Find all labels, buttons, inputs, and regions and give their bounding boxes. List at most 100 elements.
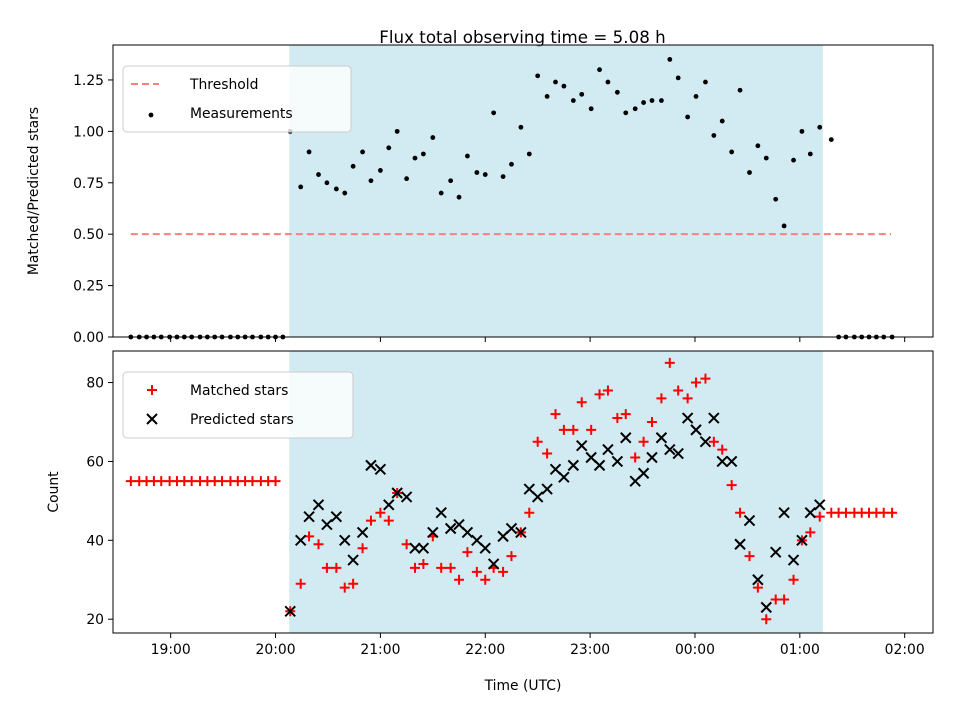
measurement-point <box>491 110 497 116</box>
measurement-point <box>817 124 823 130</box>
x-tick-label: 19:00 <box>151 642 191 658</box>
matched-star-point <box>638 436 649 447</box>
predicted-star-point <box>487 558 500 570</box>
measurement-point <box>791 157 796 163</box>
predicted-star-point <box>567 459 580 472</box>
measurement-point <box>799 128 805 134</box>
matched-star-point <box>471 566 482 577</box>
measurement-point <box>843 334 849 340</box>
matched-star-point <box>454 574 465 585</box>
matched-star-point <box>418 558 429 569</box>
measurement-point <box>675 75 681 81</box>
measurement-point <box>212 334 218 340</box>
measurement-point <box>807 151 813 157</box>
predicted-star-point <box>356 526 369 539</box>
measurement-point <box>623 110 629 116</box>
matched-star-point <box>532 436 543 447</box>
legend-label: Matched stars <box>190 383 288 399</box>
predicted-star-point <box>365 459 377 472</box>
measurement-point <box>881 334 887 340</box>
measurement-point <box>174 334 180 340</box>
legend-label: Measurements <box>190 106 293 122</box>
y-tick-label: 0.00 <box>73 330 104 346</box>
matched-star-point <box>887 507 898 518</box>
matched-star-point <box>445 562 456 573</box>
measurement-point <box>404 176 410 182</box>
matched-star-point <box>217 476 228 487</box>
legend-swatch <box>147 385 157 395</box>
measurement-point <box>235 334 241 340</box>
legend-box <box>122 371 354 439</box>
measurement-point <box>167 334 173 340</box>
measurement-point <box>242 334 248 340</box>
measurement-point <box>889 334 895 340</box>
predicted-star-point <box>339 534 351 547</box>
measurement-point <box>755 143 761 149</box>
predicted-star-point <box>284 605 296 618</box>
measurement-point <box>465 153 470 159</box>
matched-star-point <box>409 562 420 573</box>
matched-star-point <box>646 416 657 427</box>
matched-star-point <box>602 385 613 396</box>
predicted-star-point <box>664 443 676 456</box>
predicted-star-point <box>708 412 720 424</box>
measurement-point <box>685 114 691 120</box>
predicted-star-point <box>796 534 808 547</box>
matched-star-point <box>357 543 368 554</box>
predicted-star-point <box>444 522 457 535</box>
matched-star-point <box>717 444 728 455</box>
top-panel-ratio: 0.00 0.25 0.50 0.75 1.00 1.25 Matched/Predicte… <box>26 44 934 346</box>
predicted-star-point <box>725 455 738 468</box>
measurement-point <box>641 100 646 105</box>
predicted-star-point <box>602 443 614 456</box>
y-tick-label: 60 <box>86 454 104 470</box>
measurement-point <box>342 190 348 196</box>
matched-star-point <box>339 582 350 593</box>
measurement-point <box>597 67 602 73</box>
y-axis-label: Matched/Predicted stars <box>26 107 42 275</box>
y-tick-label: 0.75 <box>73 176 104 192</box>
measurement-point <box>851 334 857 340</box>
x-tick-label: 23:00 <box>570 642 610 658</box>
matched-star-point <box>156 476 167 487</box>
chart-title: Flux total observing time = 5.08 h <box>379 27 665 47</box>
measurement-point <box>526 151 532 157</box>
matched-star-point <box>125 476 136 487</box>
measurement-point <box>448 178 454 184</box>
predicted-star-point <box>646 451 658 464</box>
axes-frame <box>112 44 934 338</box>
matched-star-point <box>673 385 684 396</box>
measurement-point <box>386 145 392 151</box>
measurement-point <box>258 334 264 340</box>
matched-star-point <box>805 527 816 538</box>
x-tick-label: 02:00 <box>885 642 925 658</box>
predicted-star-point <box>531 491 544 503</box>
measurement-point <box>430 135 436 140</box>
matched-star-point <box>506 551 517 562</box>
matched-star-point <box>682 393 693 404</box>
predicted-star-point <box>690 424 702 436</box>
measurement-point <box>204 334 210 340</box>
measurement-point <box>128 334 134 340</box>
measurement-point <box>298 184 304 190</box>
predicted-star-point <box>734 538 746 550</box>
predicted-star-point <box>637 467 650 479</box>
y-axis-label: Count <box>46 471 62 513</box>
predicted-star-point <box>515 526 527 539</box>
predicted-star-point <box>778 506 790 519</box>
matched-star-point <box>630 452 641 463</box>
matched-star-point <box>321 562 332 573</box>
predicted-star-point <box>427 526 439 539</box>
measurement-point <box>482 172 488 177</box>
matched-star-point <box>295 578 306 589</box>
measurement-point <box>570 98 576 103</box>
measurement-point <box>579 91 585 97</box>
matched-star-point <box>840 507 851 518</box>
matched-star-point <box>186 476 197 487</box>
matched-star-point <box>708 436 719 447</box>
measurement-point <box>250 334 255 340</box>
measurement-point <box>605 79 611 85</box>
bottom-panel-counts: 20 40 60 80 19:00 20:00 21:00 22:00 23:00 00:00 01… <box>46 350 934 694</box>
predicted-star-point <box>620 432 632 444</box>
